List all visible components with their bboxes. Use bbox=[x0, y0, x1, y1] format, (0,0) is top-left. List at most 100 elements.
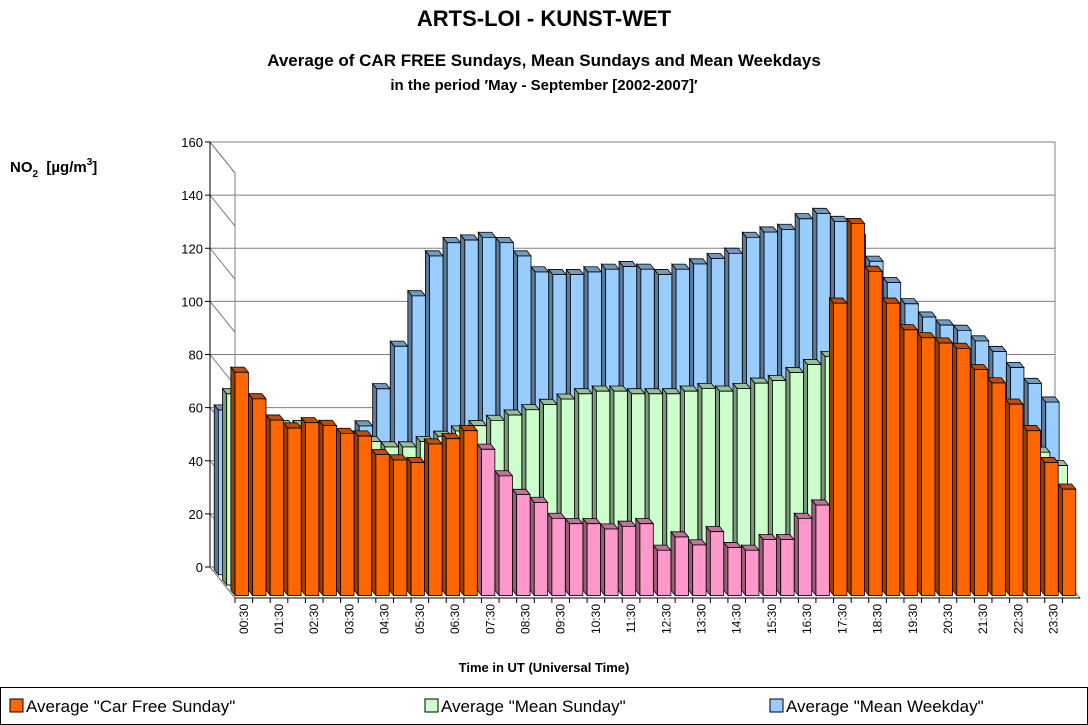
bar bbox=[353, 429, 373, 597]
bar-side bbox=[793, 512, 799, 597]
y-label-part: 2 bbox=[33, 169, 39, 180]
bar-side bbox=[512, 488, 518, 597]
legend-label: Average "Car Free Sunday" bbox=[26, 697, 235, 716]
y-tick-label: 140 bbox=[181, 188, 203, 203]
bar-front bbox=[692, 544, 707, 596]
plot-area: 0 20 40 60 80 100 120 140 160 00:30 01:30 02:30 03:3… bbox=[181, 135, 1082, 634]
bar-side bbox=[318, 419, 324, 597]
bar bbox=[775, 533, 795, 597]
bar-side bbox=[617, 520, 623, 597]
bar-side bbox=[494, 469, 500, 597]
bar-front bbox=[850, 223, 865, 596]
y-tick-label: 120 bbox=[181, 241, 203, 256]
bar-front bbox=[252, 398, 267, 596]
bar-side bbox=[300, 416, 306, 597]
bar-front bbox=[498, 475, 513, 596]
y-tick-label: 60 bbox=[189, 401, 203, 416]
bar-side bbox=[776, 533, 782, 597]
bar bbox=[670, 530, 690, 597]
x-tick-label: 13:30 bbox=[695, 604, 709, 634]
x-tick-label: 08:30 bbox=[518, 604, 532, 634]
y-axis-label: NO2 [µg/m3] bbox=[10, 157, 97, 180]
bar bbox=[828, 296, 848, 597]
y-tick-label: 100 bbox=[181, 294, 203, 309]
bar-side bbox=[829, 296, 834, 597]
bar-side bbox=[371, 448, 377, 597]
bar-side bbox=[917, 331, 922, 597]
bar bbox=[863, 265, 883, 597]
bar-front bbox=[1009, 403, 1024, 596]
bar-side bbox=[1022, 424, 1028, 597]
x-tick-label: 20:30 bbox=[941, 604, 955, 634]
bar bbox=[617, 520, 637, 597]
x-tick-label: 23:30 bbox=[1047, 604, 1061, 634]
x-tick-label: 03:30 bbox=[342, 604, 356, 634]
bar-side bbox=[222, 387, 228, 587]
bar-side bbox=[723, 541, 729, 597]
bar-side bbox=[213, 403, 219, 576]
bar-side bbox=[881, 296, 887, 597]
bar-side bbox=[864, 265, 870, 597]
bar-side bbox=[564, 517, 570, 597]
bar-side bbox=[969, 363, 975, 597]
bar bbox=[582, 517, 602, 597]
bar bbox=[423, 437, 443, 597]
bar-front bbox=[885, 302, 901, 596]
bar-front bbox=[234, 371, 249, 596]
x-tick-label: 07:30 bbox=[483, 604, 497, 634]
y-label-part: 3 bbox=[87, 157, 93, 168]
bar-side bbox=[652, 543, 658, 597]
bar-side bbox=[705, 525, 711, 597]
bar bbox=[546, 512, 567, 597]
bar-side bbox=[600, 522, 606, 597]
bar bbox=[494, 469, 514, 597]
bar-front bbox=[604, 528, 619, 596]
y-tick-label: 0 bbox=[196, 560, 203, 575]
bar-front bbox=[516, 494, 531, 596]
bar bbox=[758, 533, 778, 597]
bar bbox=[441, 432, 461, 597]
x-tick-label: 22:30 bbox=[1011, 604, 1025, 634]
bar-side bbox=[582, 517, 588, 597]
bar bbox=[318, 419, 338, 597]
bar-front bbox=[410, 462, 425, 596]
bar bbox=[1039, 456, 1060, 597]
y-tick-label: 40 bbox=[189, 454, 203, 469]
bar bbox=[300, 416, 320, 597]
bar-front bbox=[357, 435, 373, 596]
bar bbox=[969, 363, 989, 597]
x-tick-label: 02:30 bbox=[307, 604, 321, 634]
y-label-part: ] bbox=[92, 159, 97, 176]
bar bbox=[722, 541, 743, 597]
x-tick-label: 05:30 bbox=[413, 604, 427, 634]
bar-side bbox=[476, 443, 482, 597]
bar-front bbox=[780, 539, 795, 596]
bar bbox=[388, 453, 408, 597]
bar bbox=[564, 517, 584, 597]
bar-front bbox=[657, 549, 672, 596]
bar bbox=[370, 448, 391, 597]
bar-front bbox=[1026, 430, 1041, 596]
bar-side bbox=[248, 392, 254, 597]
bar bbox=[934, 336, 954, 597]
bar-front bbox=[322, 425, 337, 596]
bar-side bbox=[934, 336, 940, 597]
bar-front bbox=[305, 422, 320, 596]
bar bbox=[740, 543, 760, 597]
x-tick-label: 14:30 bbox=[730, 604, 744, 634]
y-label-part: [µg/m bbox=[38, 159, 87, 176]
bar-side bbox=[336, 427, 342, 597]
bar-side bbox=[353, 429, 359, 597]
bar-side bbox=[547, 512, 553, 597]
bar-side bbox=[670, 530, 676, 597]
bar-front bbox=[445, 438, 461, 596]
bar bbox=[652, 543, 672, 597]
bar-front bbox=[1044, 462, 1059, 596]
bar-side bbox=[740, 543, 746, 597]
bar bbox=[987, 376, 1007, 597]
bar-front bbox=[569, 523, 584, 596]
x-tick-label: 00:30 bbox=[237, 604, 251, 634]
bar bbox=[634, 517, 655, 597]
bar-side bbox=[529, 496, 535, 597]
